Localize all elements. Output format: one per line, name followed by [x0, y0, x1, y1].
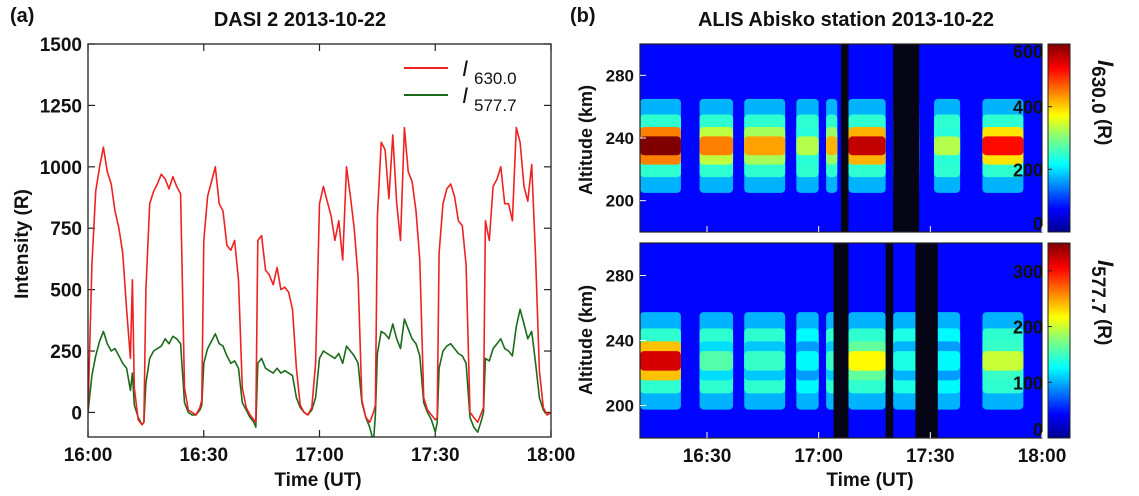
colorbar-tick-label: 200 [1013, 318, 1043, 338]
y-tick-label: 0 [71, 403, 82, 424]
y-tick-label: 1000 [40, 158, 82, 179]
x-tick-label: 17:30 [411, 445, 460, 466]
emission-block [699, 136, 734, 156]
colorbar-tick-label: 600 [1013, 42, 1043, 62]
emission-block [744, 136, 786, 156]
colorbar-tick-label: 300 [1013, 262, 1043, 282]
emission-block [848, 136, 886, 156]
panel-b-top-ylabel: Altitude (km) [576, 85, 596, 195]
panel-a-label: (a) [10, 5, 34, 27]
emission-block [796, 351, 819, 371]
emission-block [826, 136, 838, 156]
colorbar-tick-label: 200 [1013, 160, 1043, 180]
panel-a-plot: 0 250 500 750 1000 1250 1500 16:00 16:30 17:00 17:… [40, 35, 576, 466]
y-tick-label: 500 [50, 281, 82, 302]
panel-a-legend: I 630.0 I 577.7 [404, 56, 517, 115]
heatmap-577-7 [640, 243, 1042, 438]
emission-block [934, 136, 961, 156]
legend-label-577: I [462, 83, 468, 108]
dark-gap [833, 243, 849, 438]
legend-subscript-577: 577.7 [474, 96, 517, 115]
x-tick-label: 17:00 [295, 445, 344, 466]
heatmap-x-tick-label: 16:30 [683, 446, 732, 467]
x-tick-label: 18:00 [527, 445, 576, 466]
emission-block [744, 351, 786, 371]
x-tick-label: 16:00 [64, 445, 113, 466]
dark-gap [841, 44, 849, 232]
emission-block [934, 351, 961, 371]
heatmap-y-tick-label: 200 [606, 192, 634, 211]
panel-a-title: DASI 2 2013-10-22 [214, 9, 386, 31]
y-tick-label: 250 [50, 342, 82, 363]
heatmap-x-tick-label: 17:30 [906, 446, 955, 467]
emission-block [848, 351, 886, 371]
colorbar-tick-label: 400 [1013, 98, 1043, 118]
heatmap-y-tick-label: 240 [606, 129, 634, 148]
heatmap-x-tick-label: 18:00 [1018, 446, 1067, 467]
heatmap-630-0 [640, 44, 1042, 232]
colorbar-ticks: 0 200 400 600 0 100 200 300 [1013, 42, 1052, 440]
panel-b-label: (b) [570, 5, 596, 27]
dark-gap [915, 243, 938, 438]
heatmap-x-tick-label: 17:00 [794, 446, 843, 467]
colorbar-630-label: I630.0 (R) [1087, 60, 1118, 145]
dark-gap [885, 243, 894, 438]
colorbar-tick-label: 0 [1033, 420, 1043, 440]
emission-block [699, 351, 734, 371]
y-tick-label: 1500 [40, 35, 82, 56]
series-line-577-7 [88, 308, 551, 437]
heatmap-y-tick-label: 200 [606, 397, 634, 416]
emission-block [640, 351, 681, 371]
panel-b-title: ALIS Abisko station 2013-10-22 [698, 9, 994, 31]
panel-b-xlabel: Time (UT) [826, 470, 913, 491]
legend-label-630: I [462, 56, 468, 81]
heatmap-y-tick-label: 240 [606, 332, 634, 351]
colorbar-577 [1047, 242, 1071, 439]
emission-block [982, 351, 1024, 371]
colorbar-630 [1047, 43, 1071, 233]
panel-b-plots: 200 240 280 200 240 280 16:30 17:00 17:30 18:00 [606, 43, 1067, 467]
colorbar-tick-label: 100 [1013, 373, 1043, 393]
y-tick-label: 1250 [40, 96, 82, 117]
emission-block [982, 136, 1024, 156]
heatmap-y-tick-label: 280 [606, 267, 634, 286]
dark-gap [893, 44, 920, 232]
series-line-630-0 [88, 126, 551, 426]
panel-a-ylabel: Intensity (R) [12, 189, 33, 299]
panel-a-xlabel: Time (UT) [274, 470, 361, 491]
colorbar-577-label: I577.7 (R) [1087, 260, 1118, 345]
y-tick-label: 750 [50, 219, 82, 240]
heatmap-y-tick-label: 280 [606, 66, 634, 85]
emission-block [796, 136, 819, 156]
emission-block [640, 136, 681, 156]
legend-subscript-630: 630.0 [474, 69, 517, 88]
x-tick-label: 16:30 [179, 445, 228, 466]
emission-block [893, 351, 920, 371]
colorbar-tick-label: 0 [1033, 214, 1043, 234]
panel-b-bottom-ylabel: Altitude (km) [576, 285, 596, 395]
panel-a-frame [87, 43, 552, 438]
